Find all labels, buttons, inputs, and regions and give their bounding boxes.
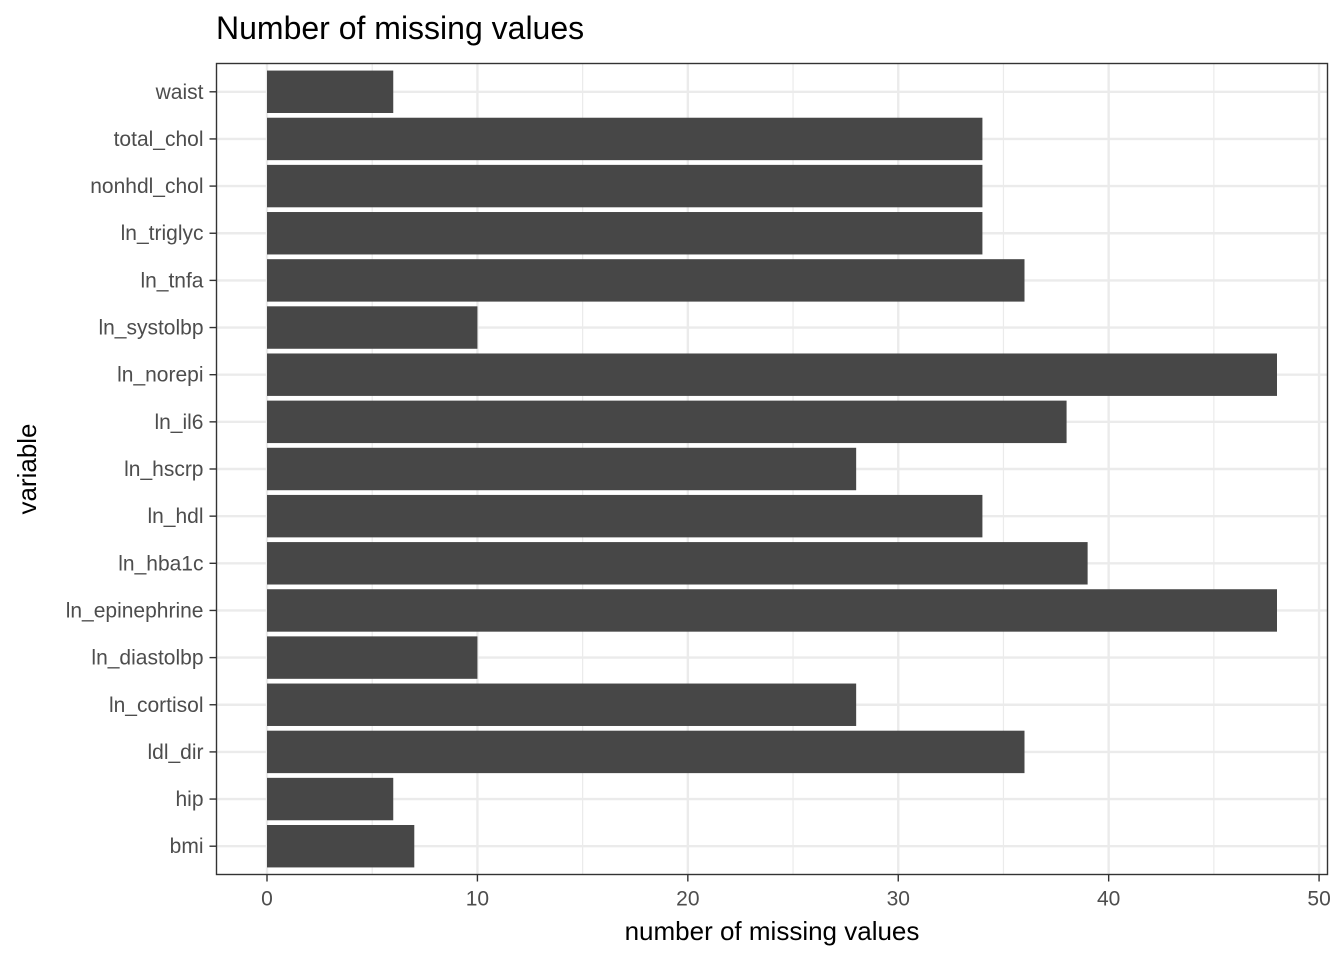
bar-ln-hdl: [267, 494, 983, 538]
bar-ln-il6: [267, 400, 1067, 444]
bar-waist: [267, 70, 394, 114]
bar-hip: [267, 777, 394, 821]
bar-nonhdl-chol: [267, 164, 983, 208]
y-tick-label: ln_systolbp: [98, 317, 203, 340]
y-tick-label: ln_triglyc: [121, 222, 204, 245]
x-axis-title: number of missing values: [625, 916, 920, 946]
bar-ln-systolbp: [267, 306, 478, 349]
bar-bmi: [267, 824, 415, 868]
x-tick-label: 10: [466, 888, 489, 911]
x-tick-label: 40: [1097, 888, 1120, 911]
chart-title: Number of missing values: [216, 10, 584, 46]
bar-ln-hscrp: [267, 447, 857, 491]
y-tick-label: ln_diastolbp: [91, 647, 203, 670]
y-tick-label: waist: [155, 81, 204, 104]
x-tick-label: 20: [676, 888, 699, 911]
y-tick-label: ln_tnfa: [140, 269, 203, 292]
y-tick-label: ldl_dir: [147, 741, 203, 764]
y-tick-label: ln_epinephrine: [66, 599, 204, 622]
x-tick-label: 50: [1307, 888, 1330, 911]
y-tick-label: ln_hba1c: [118, 552, 203, 575]
y-axis: waist total_chol nonhdl_chol ln_triglyc ln_t…: [66, 81, 217, 858]
bar-total-chol: [267, 117, 983, 161]
y-tick-label: total_chol: [114, 128, 204, 151]
bars-layer: [267, 70, 1277, 868]
y-tick-label: nonhdl_chol: [90, 175, 203, 198]
bar-ln-triglyc: [267, 212, 983, 255]
y-tick-label: ln_il6: [154, 411, 203, 434]
y-tick-label: bmi: [170, 835, 204, 858]
bar-ln-cortisol: [267, 683, 857, 726]
y-tick-label: hip: [175, 788, 203, 811]
bar-ldl-dir: [267, 730, 1025, 774]
y-tick-label: ln_norepi: [117, 364, 203, 387]
y-axis-title: variable: [12, 423, 42, 514]
y-tick-label: ln_hscrp: [124, 458, 203, 481]
x-tick-label: 30: [887, 888, 910, 911]
bar-ln-diastolbp: [267, 636, 478, 679]
bar-ln-tnfa: [267, 259, 1025, 302]
y-tick-label: ln_cortisol: [109, 694, 204, 717]
x-tick-label: 0: [261, 888, 273, 911]
bar-ln-norepi: [267, 353, 1277, 396]
y-tick-label: ln_hdl: [147, 505, 203, 528]
x-axis: 0 10 20 30 40 50: [261, 874, 1331, 911]
bar-ln-hba1c: [267, 542, 1088, 585]
bar-ln-epinephrine: [267, 589, 1277, 632]
